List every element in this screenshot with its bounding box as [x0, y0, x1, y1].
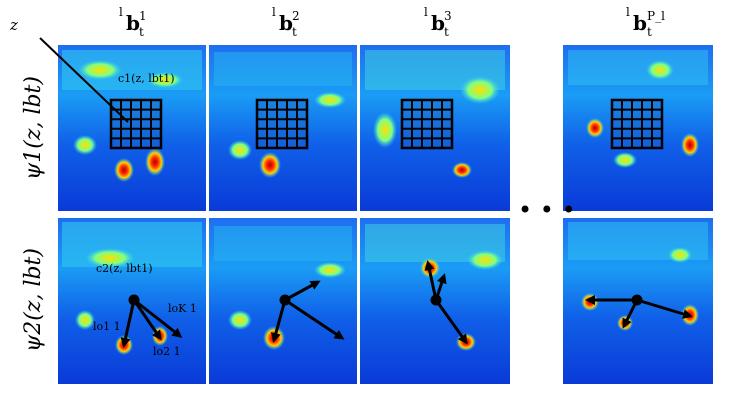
svg-text:b: b	[431, 11, 445, 35]
svg-text:1: 1	[139, 9, 147, 23]
o1-label: lo1 1	[93, 320, 121, 333]
offset-arrows-c2	[271, 280, 345, 343]
c1-label: c1(z, lbt1)	[118, 72, 175, 85]
heatmap-panel-r1c1	[58, 45, 206, 211]
svg-text:l: l	[424, 5, 428, 19]
grid-lines	[111, 100, 662, 148]
svg-text:t: t	[139, 25, 144, 39]
svg-text:2: 2	[292, 9, 300, 23]
column-label-2: l b 2 t	[272, 5, 300, 39]
oK-label: loK 1	[168, 302, 197, 315]
column-label-3: l b 3 t	[424, 5, 452, 39]
svg-text:t: t	[292, 25, 297, 39]
svg-text:b: b	[279, 11, 293, 35]
grid-overlay-1	[109, 98, 163, 150]
o2-label: lo2 1	[153, 345, 181, 358]
heatmap-panel-r1c2	[209, 45, 357, 211]
row-label-psi2: ψ2(z, lbt)	[21, 248, 46, 352]
svg-text:t: t	[444, 25, 449, 39]
svg-text:l: l	[119, 5, 123, 19]
ellipsis: • • •	[518, 196, 576, 224]
grid-overlay-2	[255, 98, 309, 150]
offset-arrows-c1	[120, 294, 183, 348]
svg-text:P_l: P_l	[647, 9, 665, 23]
svg-text:3: 3	[444, 9, 452, 23]
c2-label: c2(z, lbt1)	[96, 262, 153, 275]
column-label-4: l b P_l t	[626, 5, 665, 39]
row-label-psi1: ψ1(z, lbt)	[21, 76, 46, 180]
svg-text:b: b	[126, 11, 140, 35]
svg-text:t: t	[647, 25, 652, 39]
svg-text:b: b	[633, 11, 647, 35]
heatmap-panel-r2c3	[360, 218, 510, 384]
svg-text:l: l	[626, 5, 630, 19]
svg-text:l: l	[272, 5, 276, 19]
column-label-1: l b 1 t	[119, 5, 147, 39]
z-pointer-line	[39, 37, 129, 123]
grid-overlay-4	[610, 98, 664, 150]
offset-arrows-c4	[585, 294, 693, 329]
offset-arrows-c3	[424, 260, 468, 345]
z-label: z	[9, 16, 18, 34]
grid-overlay-3	[400, 98, 454, 150]
